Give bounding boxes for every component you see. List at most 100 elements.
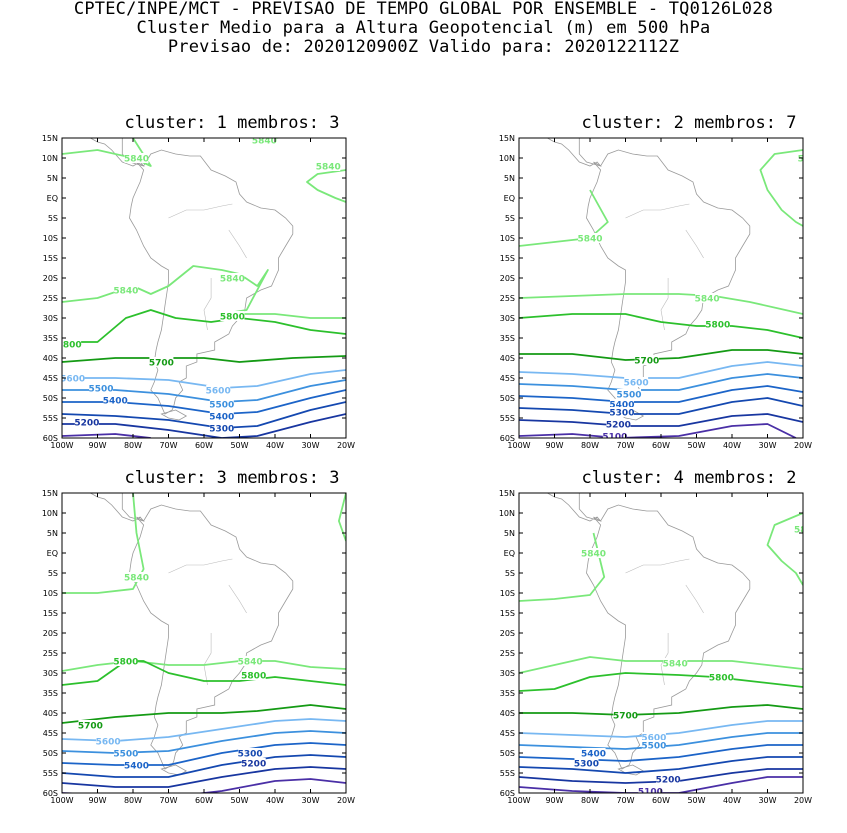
contour-5300 xyxy=(519,397,803,415)
contour-label: 5600 xyxy=(624,379,649,389)
contour-label-bg xyxy=(238,748,263,758)
lat-tick-label: 30S xyxy=(43,669,58,678)
lat-tick-label: 55S xyxy=(500,769,515,778)
lat-tick-label: 5N xyxy=(47,174,58,183)
lat-tick-label: 35S xyxy=(500,689,515,698)
lat-tick-label: 45S xyxy=(43,729,58,738)
contour-5840 xyxy=(766,512,803,586)
contour-label-bg xyxy=(794,524,803,534)
lat-tick-label: 25S xyxy=(43,649,58,658)
contour-label: 5700 xyxy=(634,357,659,367)
lon-tick-label: 20W xyxy=(337,796,355,805)
map-frame xyxy=(518,137,804,439)
panel-title-4: cluster: 4 membros: 2 xyxy=(581,468,797,488)
contour-label: 5840 xyxy=(220,275,245,285)
contour-label: 5700 xyxy=(149,359,174,369)
contour-label: 5500 xyxy=(641,742,666,752)
contour-label: 5400 xyxy=(209,413,234,423)
lat-tick-label: EQ xyxy=(504,194,515,203)
lat-tick-label: 50S xyxy=(500,749,515,758)
contour-label-bg xyxy=(581,548,606,558)
forecast-dates: Previsao de: 2020120900Z Valido para: 20… xyxy=(167,37,680,57)
lat-tick-label: 20S xyxy=(43,274,58,283)
lat-tick-label: 10N xyxy=(499,509,515,518)
lat-tick-label: 15N xyxy=(499,489,515,498)
lon-tick-label: 20W xyxy=(794,441,812,450)
lat-tick-label: 5S xyxy=(505,569,515,578)
lon-tick-label: 70W xyxy=(159,796,177,805)
contour-label-bg xyxy=(62,373,85,383)
contour-label-bg xyxy=(252,138,277,145)
border-line xyxy=(203,278,212,331)
lon-tick-label: 90W xyxy=(545,441,563,450)
lon-tick-label: 90W xyxy=(88,796,106,805)
contour-label-bg xyxy=(578,233,602,243)
lon-tick-label: 100W xyxy=(507,796,530,805)
lat-tick-label: 50S xyxy=(43,749,58,758)
lat-tick-label: 30S xyxy=(43,314,58,323)
lon-tick-label: 80W xyxy=(124,441,142,450)
lon-tick-label: 20W xyxy=(794,796,812,805)
contour-label-bg xyxy=(617,389,642,399)
contour-label-bg xyxy=(663,658,688,668)
contour-label: 5840 xyxy=(113,287,138,297)
contour-label-bg xyxy=(695,293,720,303)
contour-label: 5800 xyxy=(241,672,266,682)
map-frame xyxy=(61,492,347,794)
contour-label-bg xyxy=(220,311,245,321)
contour-label-bg xyxy=(613,710,638,720)
contour-label: 5300 xyxy=(238,750,263,760)
map-svg-2: 5840584058405800570056005500540053005200… xyxy=(499,134,812,450)
contour-5100 xyxy=(62,778,346,793)
lat-tick-label: 55S xyxy=(500,414,515,423)
panel-title-3: cluster: 3 membros: 3 xyxy=(124,468,340,488)
contour-label-bg xyxy=(641,740,666,750)
contour-label: 5700 xyxy=(613,712,638,722)
contour-label-bg xyxy=(581,748,606,758)
contour-5800 xyxy=(62,660,346,686)
contour-label-bg xyxy=(124,153,149,163)
contour-label-bg xyxy=(316,161,341,171)
contour-label: 5800 xyxy=(57,341,82,351)
contour-label-bg xyxy=(606,419,631,429)
lon-tick-label: 100W xyxy=(50,796,73,805)
contour-label-bg xyxy=(113,285,138,295)
lat-tick-label: 50S xyxy=(500,394,515,403)
map-area: 5840584058405800570056005500540053005200… xyxy=(519,493,819,793)
contour-5400 xyxy=(519,744,803,762)
contour-5400 xyxy=(62,742,346,766)
border-line xyxy=(685,584,704,614)
contour-5840 xyxy=(306,169,346,203)
lat-tick-label: 15N xyxy=(499,134,515,143)
lat-tick-label: 15S xyxy=(500,609,515,618)
map-area: 5840584058405800570056005500540053005200… xyxy=(519,138,803,438)
coastline xyxy=(617,764,645,776)
panel-title-1: cluster: 1 membros: 3 xyxy=(124,113,340,133)
contour-5700 xyxy=(62,355,346,363)
lon-tick-label: 30W xyxy=(301,796,319,805)
lon-tick-label: 100W xyxy=(507,441,530,450)
contour-label-bg xyxy=(709,672,734,682)
lon-tick-label: 50W xyxy=(230,441,248,450)
lon-tick-label: 20W xyxy=(337,441,355,450)
contour-label-bg xyxy=(209,399,234,409)
contour-label-bg xyxy=(96,736,121,746)
coastline xyxy=(586,504,751,770)
contour-label: 5840 xyxy=(794,526,819,536)
contour-5700 xyxy=(62,704,346,724)
contour-label-bg xyxy=(103,395,128,405)
lat-tick-label: 45S xyxy=(500,374,515,383)
lon-tick-label: 40W xyxy=(266,796,284,805)
lat-tick-label: 10S xyxy=(43,589,58,598)
contour-label-bg xyxy=(238,656,263,666)
border-line xyxy=(168,203,233,219)
contour-label: 5300 xyxy=(574,760,599,770)
contour-label: 5840 xyxy=(581,550,606,560)
lon-tick-label: 60W xyxy=(195,441,213,450)
contour-label-bg xyxy=(206,385,231,395)
lat-tick-label: 10N xyxy=(42,154,58,163)
lat-tick-label: EQ xyxy=(504,549,515,558)
contour-label-bg xyxy=(89,383,114,393)
contour-label-bg xyxy=(209,411,234,421)
contour-label-bg xyxy=(62,339,82,349)
